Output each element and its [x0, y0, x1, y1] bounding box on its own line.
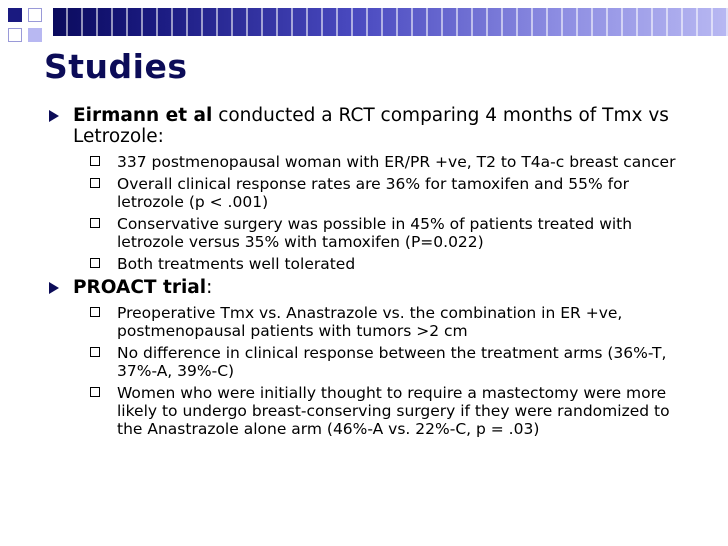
sub-bullet-point: 337 postmenopausal woman with ER/PR +ve,… — [0, 153, 728, 171]
decorative-square — [8, 28, 22, 42]
sub-bullet-point: Women who were initially thought to requ… — [0, 384, 728, 438]
decorative-square — [28, 8, 42, 22]
bullet-lead-bold: Eirmann et al — [73, 105, 213, 126]
sub-bullet-point: Preoperative Tmx vs. Anastrazole vs. the… — [0, 304, 728, 340]
header-stripes — [53, 8, 728, 36]
decorative-square — [8, 8, 22, 22]
sub-bullet-text: Conservative surgery was possible in 45%… — [117, 215, 633, 251]
bullet-point: PROACT trial: — [0, 277, 728, 298]
triangle-bullet-icon — [49, 110, 59, 122]
sub-bullet-text: Overall clinical response rates are 36% … — [117, 175, 629, 211]
sub-bullet-point: Conservative surgery was possible in 45%… — [0, 215, 728, 251]
bullet-lead-text: conducted a RCT comparing 4 months of Tm… — [73, 105, 669, 147]
triangle-bullet-icon — [49, 282, 59, 294]
square-bullet-icon — [90, 347, 100, 357]
bullet-point: Eirmann et al conducted a RCT comparing … — [0, 105, 728, 147]
sub-bullet-text: Preoperative Tmx vs. Anastrazole vs. the… — [117, 304, 623, 340]
slide-body: Eirmann et al conducted a RCT comparing … — [0, 105, 728, 442]
sub-bullet-point: No difference in clinical response betwe… — [0, 344, 728, 380]
square-bullet-icon — [90, 387, 100, 397]
sub-bullet-point: Both treatments well tolerated — [0, 255, 728, 273]
sub-bullet-point: Overall clinical response rates are 36% … — [0, 175, 728, 211]
sub-bullet-text: Women who were initially thought to requ… — [117, 384, 670, 438]
sub-bullet-text: 337 postmenopausal woman with ER/PR +ve,… — [117, 153, 676, 171]
subpoint-list: Preoperative Tmx vs. Anastrazole vs. the… — [0, 304, 728, 438]
square-bullet-icon — [90, 258, 100, 268]
bullet-lead-text: : — [206, 277, 213, 298]
slide-title: Studies — [44, 47, 188, 86]
bullet-lead-bold: PROACT trial — [73, 277, 207, 298]
header-bar — [53, 8, 728, 36]
square-bullet-icon — [90, 156, 100, 166]
sub-bullet-text: Both treatments well tolerated — [117, 255, 356, 273]
decorative-square — [28, 28, 42, 42]
square-bullet-icon — [90, 307, 100, 317]
square-bullet-icon — [90, 178, 100, 188]
subpoint-list: 337 postmenopausal woman with ER/PR +ve,… — [0, 153, 728, 273]
square-bullet-icon — [90, 218, 100, 228]
sub-bullet-text: No difference in clinical response betwe… — [117, 344, 667, 380]
